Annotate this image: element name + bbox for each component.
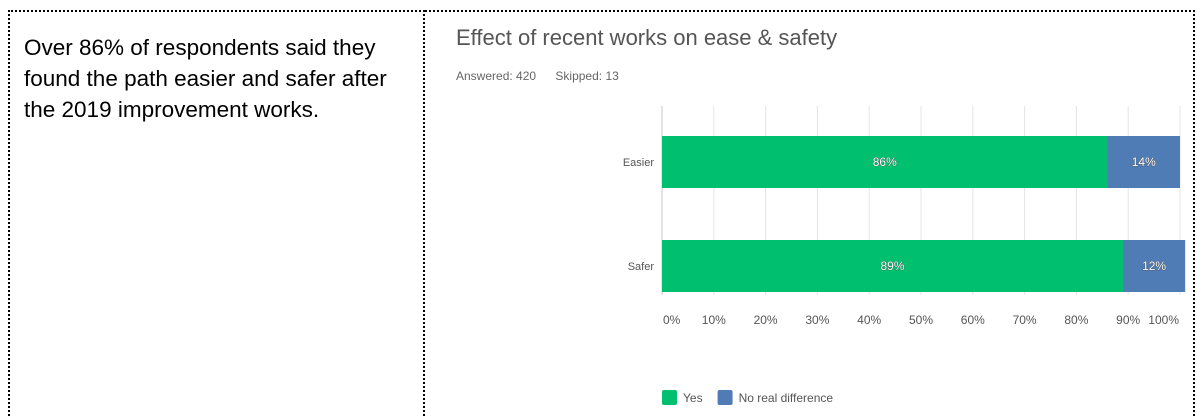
x-tick-label: 80%	[1064, 313, 1088, 327]
category-label-easier: Easier	[623, 157, 655, 169]
bar-easier-yes	[662, 136, 1108, 188]
x-tick-label: 40%	[857, 313, 881, 327]
x-tick-label: 10%	[702, 313, 726, 327]
x-tick-label: 70%	[1013, 313, 1037, 327]
x-tick-label: 50%	[909, 313, 933, 327]
bar-safer-yes	[662, 240, 1124, 292]
response-stats: Answered: 420 Skipped: 13	[456, 69, 619, 83]
x-tick-label: 0%	[663, 313, 681, 327]
legend-label-1: Yes	[683, 391, 703, 405]
x-tick-label: 30%	[805, 313, 829, 327]
chart-title: Effect of recent works on ease & safety	[456, 25, 838, 50]
x-tick-label: 90%	[1116, 313, 1140, 327]
category-label-safer: Safer	[628, 261, 655, 273]
skipped-count: Skipped: 13	[555, 69, 619, 83]
chart-cell	[425, 10, 1195, 416]
text-cell	[8, 10, 425, 416]
bar-safer-no-real-difference	[1123, 240, 1186, 292]
data-label: 12%	[1142, 259, 1166, 273]
x-tick-label: 20%	[754, 313, 778, 327]
answered-count: Answered: 420	[456, 69, 537, 83]
data-label: 89%	[880, 259, 904, 273]
legend-label-2: No real difference	[739, 391, 834, 405]
x-tick-label: 100%	[1148, 313, 1179, 327]
stacked-bar-chart: Easier 86% 14% Safer 89% 12% 0% 10% 20% 30% 40% 50%…	[623, 106, 1186, 405]
legend-swatch-2	[717, 390, 733, 405]
bar-easier-no-real-difference	[1107, 136, 1180, 188]
x-tick-label: 60%	[961, 313, 985, 327]
data-label: 86%	[873, 155, 897, 169]
legend-swatch-1	[662, 390, 677, 405]
data-label: 14%	[1132, 155, 1156, 169]
summary-text: Over 86% of respondents said they found …	[24, 35, 387, 122]
